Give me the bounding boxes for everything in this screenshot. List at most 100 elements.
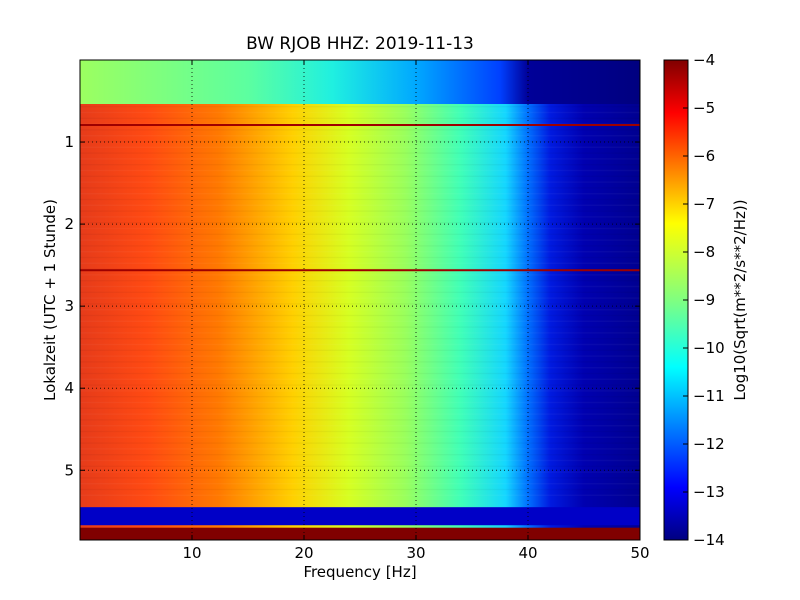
texture-streak — [80, 135, 640, 136]
texture-streak — [80, 280, 640, 281]
x-tick-label: 10 — [182, 544, 201, 562]
colorbar-tick-label: −5 — [693, 99, 715, 117]
x-axis-label: Frequency [Hz] — [303, 563, 416, 581]
colorbar-tick-label: −13 — [693, 483, 725, 501]
texture-streak — [80, 210, 640, 211]
texture-streak — [80, 228, 640, 229]
texture-streak — [80, 205, 640, 206]
texture-streak — [80, 361, 640, 362]
texture-streak — [80, 286, 640, 287]
x-axis: 10 20 30 40 50 — [182, 60, 650, 562]
spectrogram-event-bands — [80, 124, 640, 540]
texture-streak — [80, 471, 640, 472]
texture-streak — [80, 344, 640, 345]
texture-streak — [80, 413, 640, 414]
x-tick-label: 30 — [406, 544, 425, 562]
colorbar-tick-label: −4 — [693, 51, 715, 69]
x-tick-label: 40 — [518, 544, 537, 562]
texture-streak — [80, 193, 640, 194]
event-band-low — [80, 507, 640, 526]
texture-streak — [80, 350, 640, 351]
colorbar-ticks: −4 −5 −6 −7 −8 −9 −10 −11 −12 −13 −14 — [683, 51, 725, 549]
texture-streak — [80, 419, 640, 420]
texture-streak — [80, 390, 640, 391]
y-tick-label: 1 — [64, 133, 74, 151]
texture-streak — [80, 466, 640, 467]
y-tick-label: 3 — [64, 297, 74, 315]
plot-area — [80, 60, 640, 540]
texture-streak — [80, 460, 640, 461]
colorbar-tick-label: −10 — [693, 339, 725, 357]
texture-streak — [80, 338, 640, 339]
texture-streak — [80, 303, 640, 304]
texture-streak — [80, 448, 640, 449]
texture-streak — [80, 199, 640, 200]
texture-streak — [80, 234, 640, 235]
texture-streak — [80, 332, 640, 333]
texture-streak — [80, 477, 640, 478]
texture-streak — [80, 437, 640, 438]
colorbar-label: Log10(Sqrt(m**2/s**2/Hz)) — [731, 199, 749, 400]
texture-streak — [80, 384, 640, 385]
texture-streak — [80, 158, 640, 159]
chart-title: BW RJOB HHZ: 2019-11-13 — [246, 34, 474, 54]
spectrogram-body — [80, 104, 640, 540]
event-band-high — [80, 269, 640, 272]
y-tick-label: 2 — [64, 215, 74, 233]
event-band-high — [80, 124, 640, 126]
colorbar-tick-label: −6 — [693, 147, 715, 165]
texture-streak — [80, 251, 640, 252]
texture-streak — [80, 274, 640, 275]
texture-streak — [80, 321, 640, 322]
texture-streak — [80, 402, 640, 403]
texture-streak — [80, 216, 640, 217]
colorbar-tick-label: −7 — [693, 195, 715, 213]
y-tick-label: 5 — [64, 461, 74, 479]
texture-streak — [80, 297, 640, 298]
texture-streak — [80, 176, 640, 177]
y-axis: 1 2 3 4 5 — [64, 133, 640, 479]
texture-streak — [80, 454, 640, 455]
texture-streak — [80, 373, 640, 374]
texture-streak — [80, 425, 640, 426]
texture-streak — [80, 257, 640, 258]
texture-streak — [80, 263, 640, 264]
texture-streak — [80, 118, 640, 119]
texture-streak — [80, 147, 640, 148]
texture-streak — [80, 431, 640, 432]
texture-streak — [80, 129, 640, 130]
texture-streak — [80, 112, 640, 113]
texture-streak — [80, 408, 640, 409]
texture-streak — [80, 495, 640, 496]
texture-streak — [80, 181, 640, 182]
y-axis-label: Lokalzeit (UTC + 1 Stunde) — [41, 199, 59, 401]
texture-streak — [80, 239, 640, 240]
spectrogram-top-band — [80, 60, 640, 104]
texture-streak — [80, 245, 640, 246]
colorbar-tick-label: −11 — [693, 387, 725, 405]
y-tick-label: 4 — [64, 379, 74, 397]
texture-streak — [80, 187, 640, 188]
texture-streak — [80, 355, 640, 356]
texture-streak — [80, 309, 640, 310]
texture-streak — [80, 326, 640, 327]
texture-streak — [80, 170, 640, 171]
colorbar-tick-label: −8 — [693, 243, 715, 261]
texture-streak — [80, 489, 640, 490]
texture-streak — [80, 106, 640, 107]
texture-streak — [80, 152, 640, 153]
texture-streak — [80, 379, 640, 380]
texture-streak — [80, 164, 640, 165]
texture-streak — [80, 483, 640, 484]
texture-streak — [80, 292, 640, 293]
texture-streak — [80, 367, 640, 368]
texture-streak — [80, 222, 640, 223]
texture-streak — [80, 442, 640, 443]
colorbar-tick-label: −14 — [693, 531, 725, 549]
colorbar-tick-label: −9 — [693, 291, 715, 309]
texture-streak — [80, 396, 640, 397]
texture-streak — [80, 315, 640, 316]
x-tick-label: 50 — [630, 544, 649, 562]
colorbar-tick-label: −12 — [693, 435, 725, 453]
